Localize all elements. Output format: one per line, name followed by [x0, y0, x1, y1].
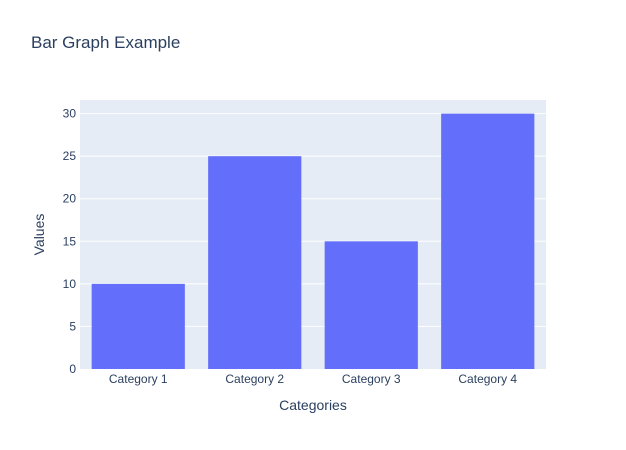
y-tick-label: 25 — [63, 149, 77, 163]
bars — [91, 113, 535, 369]
x-tick-label: Category 2 — [225, 372, 284, 386]
chart-title: Bar Graph Example — [31, 33, 181, 52]
bar-category-3[interactable] — [324, 241, 418, 369]
bar-category-4[interactable] — [441, 113, 535, 369]
x-tick-label: Category 1 — [109, 372, 168, 386]
y-axis-title: Values — [31, 214, 47, 256]
x-tick-label: Category 3 — [342, 372, 401, 386]
y-tick-label: 5 — [69, 319, 76, 333]
x-tick-label: Category 4 — [458, 372, 517, 386]
y-tick-label: 30 — [63, 107, 77, 121]
bar-category-2[interactable] — [208, 156, 302, 369]
y-tick-label: 0 — [69, 362, 76, 376]
bar-category-1[interactable] — [91, 283, 185, 369]
y-tick-label: 20 — [63, 192, 77, 206]
y-tick-label: 15 — [63, 234, 77, 248]
y-tick-label: 10 — [63, 277, 77, 291]
x-axis-title: Categories — [279, 397, 347, 413]
x-axis-ticks: Category 1 Category 2 Category 3 Category 4 — [109, 372, 518, 386]
y-axis-ticks: 0 5 10 15 20 25 30 — [63, 107, 77, 376]
